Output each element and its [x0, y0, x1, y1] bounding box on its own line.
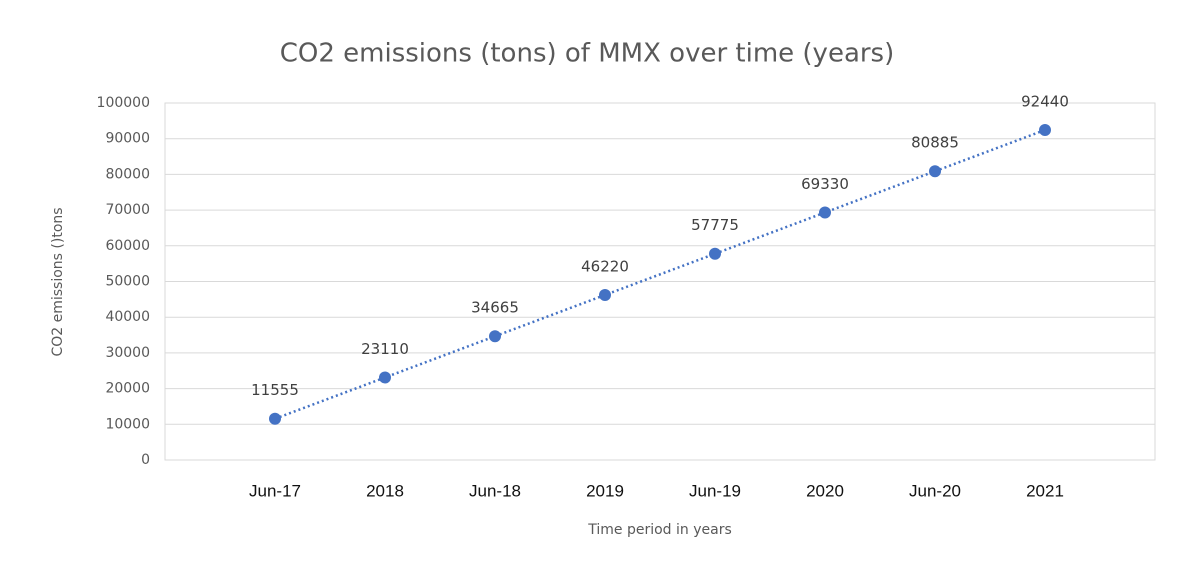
y-tick-label: 30000 [105, 345, 150, 361]
x-tick-label: Jun-20 [909, 481, 961, 500]
y-tick-label: 20000 [105, 381, 150, 397]
data-label: 11555 [251, 381, 299, 399]
y-tick-label: 60000 [105, 238, 150, 254]
marker [1039, 123, 1051, 136]
x-tick-label: 2021 [1026, 481, 1064, 500]
x-tick-label: Jun-19 [689, 481, 741, 500]
marker [379, 371, 391, 384]
marker [489, 330, 501, 343]
data-label: 46220 [581, 257, 629, 275]
y-tick-label: 10000 [105, 416, 150, 432]
data-label: 57775 [691, 216, 739, 234]
marker [709, 247, 721, 260]
y-axis-title: CO2 emissions ()tons [50, 207, 66, 356]
marker [819, 206, 831, 219]
marker [599, 288, 611, 301]
x-tick-label: 2020 [806, 481, 844, 500]
x-tick-label: Jun-18 [469, 481, 521, 500]
data-label: 23110 [361, 340, 409, 358]
y-tick-label: 100000 [97, 95, 150, 111]
data-label: 80885 [911, 134, 959, 152]
data-label: 92440 [1021, 92, 1069, 110]
data-label: 69330 [801, 175, 849, 193]
x-tick-label: Jun-17 [249, 481, 301, 500]
y-tick-label: 0 [141, 452, 150, 468]
y-tick-label: 70000 [105, 202, 150, 218]
marker [269, 412, 281, 425]
x-axis-title: Time period in years [587, 522, 732, 538]
y-tick-label: 40000 [105, 309, 150, 325]
y-tick-label: 90000 [105, 131, 150, 147]
y-tick-label: 50000 [105, 274, 150, 290]
data-label: 34665 [471, 299, 519, 317]
y-tick-label: 80000 [105, 166, 150, 182]
chart-title: CO2 emissions (tons) of MMX over time (y… [280, 39, 895, 69]
line [274, 128, 1046, 420]
x-tick-label: 2019 [586, 481, 624, 500]
x-tick-label: 2018 [366, 481, 404, 500]
marker [929, 165, 941, 178]
